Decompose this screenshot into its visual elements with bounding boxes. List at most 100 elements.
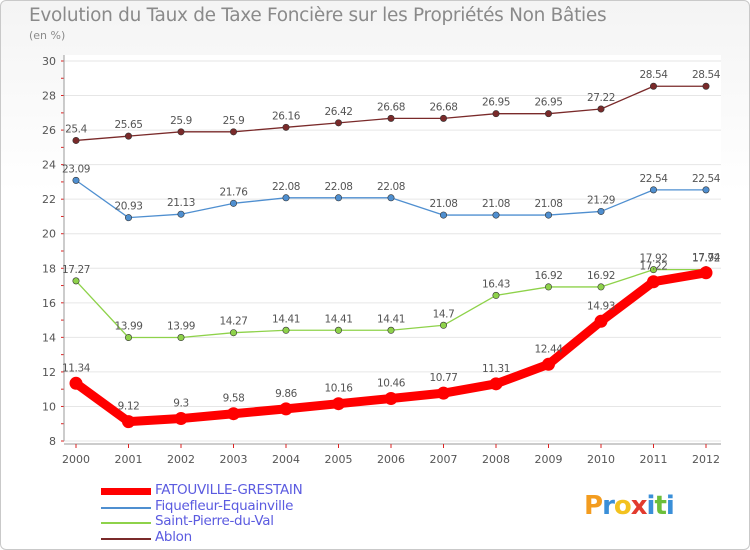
x-tick-label: 2005 [325, 453, 353, 466]
legend-swatch-ablon [101, 537, 151, 540]
data-label-saint-pierre-du-val: 16.43 [482, 278, 510, 290]
data-label-saint-pierre-du-val: 14.7 [433, 308, 455, 320]
y-tick-label: 26 [42, 124, 56, 137]
data-label-saint-pierre-du-val: 14.41 [377, 313, 405, 325]
data-label-ablon: 26.95 [482, 97, 510, 109]
data-point-fatouville-grestain [122, 415, 135, 429]
y-tick-label: 22 [42, 193, 56, 206]
data-label-fiquefleur-equainville: 21.76 [219, 186, 248, 198]
data-label-saint-pierre-du-val: 14.27 [219, 316, 247, 328]
x-tick-label: 2003 [220, 453, 248, 466]
legend-label-fiquefleur: Fiquefleur-Equainville [155, 497, 294, 514]
data-point-ablon [72, 136, 80, 144]
data-label-ablon: 25.4 [65, 123, 87, 135]
data-label-fiquefleur-equainville: 23.09 [62, 163, 90, 175]
data-label-fiquefleur-equainville: 22.08 [324, 181, 352, 193]
data-point-ablon [125, 132, 133, 140]
legend-swatch-fatouville [101, 488, 151, 495]
data-point-saint-pierre-du-val [72, 277, 80, 285]
data-point-fiquefleur-equainville [597, 207, 605, 215]
data-point-fatouville-grestain [542, 357, 555, 371]
y-tick-label: 28 [42, 90, 56, 103]
data-label-fatouville-grestain: 10.77 [429, 372, 457, 384]
legend-swatch-fiquefleur [101, 506, 151, 509]
data-label-saint-pierre-du-val: 13.99 [114, 321, 142, 333]
data-point-fiquefleur-equainville [649, 186, 657, 194]
x-tick-label: 2009 [535, 453, 563, 466]
data-point-fiquefleur-equainville [72, 176, 80, 184]
y-tick-label: 20 [42, 228, 56, 241]
data-point-fiquefleur-equainville [702, 186, 710, 194]
data-point-ablon [492, 110, 500, 118]
data-point-ablon [544, 110, 552, 118]
data-point-fatouville-grestain [437, 386, 450, 400]
data-label-fatouville-grestain: 11.34 [62, 362, 91, 374]
data-point-fatouville-grestain [594, 314, 608, 328]
data-point-saint-pierre-du-val [387, 326, 395, 334]
data-label-fatouville-grestain: 14.93 [587, 300, 615, 312]
data-label-ablon: 26.68 [377, 101, 405, 113]
y-tick-label: 16 [42, 297, 56, 310]
data-label-fiquefleur-equainville: 22.08 [377, 181, 405, 193]
data-point-saint-pierre-du-val [439, 321, 447, 329]
data-point-fiquefleur-equainville [492, 211, 500, 219]
data-point-fatouville-grestain [69, 376, 83, 390]
data-label-ablon: 28.54 [639, 69, 668, 81]
x-tick-label: 2008 [482, 453, 510, 466]
data-point-fiquefleur-equainville [125, 214, 133, 222]
data-label-fiquefleur-equainville: 21.29 [587, 194, 615, 206]
data-label-fatouville-grestain: 9.3 [173, 398, 189, 410]
data-label-fatouville-grestain: 17.22 [639, 261, 667, 273]
data-point-ablon [702, 82, 710, 90]
data-point-fiquefleur-equainville [230, 199, 238, 207]
data-label-fatouville-grestain: 17.74 [692, 252, 721, 264]
legend-label-ablon: Ablon [155, 528, 192, 545]
x-tick-label: 2002 [167, 453, 195, 466]
data-label-fiquefleur-equainville: 21.08 [482, 198, 510, 210]
data-label-ablon: 26.16 [272, 110, 301, 122]
data-point-fatouville-grestain [384, 392, 398, 406]
data-label-fiquefleur-equainville: 22.08 [272, 181, 300, 193]
data-point-saint-pierre-du-val [597, 283, 605, 291]
x-tick-label: 2006 [377, 453, 405, 466]
data-label-saint-pierre-du-val: 14.41 [324, 313, 352, 325]
x-tick-label: 2012 [692, 453, 720, 466]
data-point-fiquefleur-equainville [282, 194, 290, 202]
data-label-fatouville-grestain: 9.86 [275, 388, 297, 400]
proxiti-logo: Proxiti [584, 491, 675, 521]
data-point-ablon [387, 114, 395, 122]
data-point-saint-pierre-du-val [492, 291, 500, 299]
data-point-fiquefleur-equainville [177, 210, 185, 218]
data-label-saint-pierre-du-val: 16.92 [534, 270, 562, 282]
data-point-fatouville-grestain [699, 266, 713, 280]
logo-letter: r [602, 491, 615, 521]
logo-letter: t [654, 491, 666, 521]
data-point-ablon [230, 128, 238, 136]
data-label-ablon: 28.54 [692, 69, 721, 81]
y-tick-label: 24 [42, 159, 56, 172]
x-tick-label: 2010 [587, 453, 615, 466]
data-point-fiquefleur-equainville [387, 194, 395, 202]
data-point-fatouville-grestain [174, 412, 188, 426]
y-tick-label: 18 [42, 262, 56, 275]
data-point-fatouville-grestain [332, 397, 345, 411]
data-label-ablon: 25.9 [223, 115, 245, 127]
data-label-saint-pierre-du-val: 13.99 [167, 321, 195, 333]
data-label-fiquefleur-equainville: 20.93 [114, 201, 142, 213]
x-tick-label: 2007 [430, 453, 458, 466]
logo-letter: P [584, 491, 603, 521]
data-point-fiquefleur-equainville [334, 194, 342, 202]
logo-letter: o [613, 491, 632, 521]
data-point-saint-pierre-du-val [177, 334, 185, 342]
data-label-fatouville-grestain: 9.58 [223, 393, 245, 405]
data-label-saint-pierre-du-val: 17.92 [639, 253, 667, 265]
data-label-fatouville-grestain: 11.31 [482, 363, 510, 375]
data-point-ablon [649, 82, 657, 90]
y-tick-label: 12 [42, 366, 56, 379]
logo-letter: x [630, 491, 648, 521]
data-label-ablon: 25.9 [170, 115, 192, 127]
x-tick-label: 2000 [62, 453, 90, 466]
data-point-saint-pierre-du-val [282, 326, 290, 334]
